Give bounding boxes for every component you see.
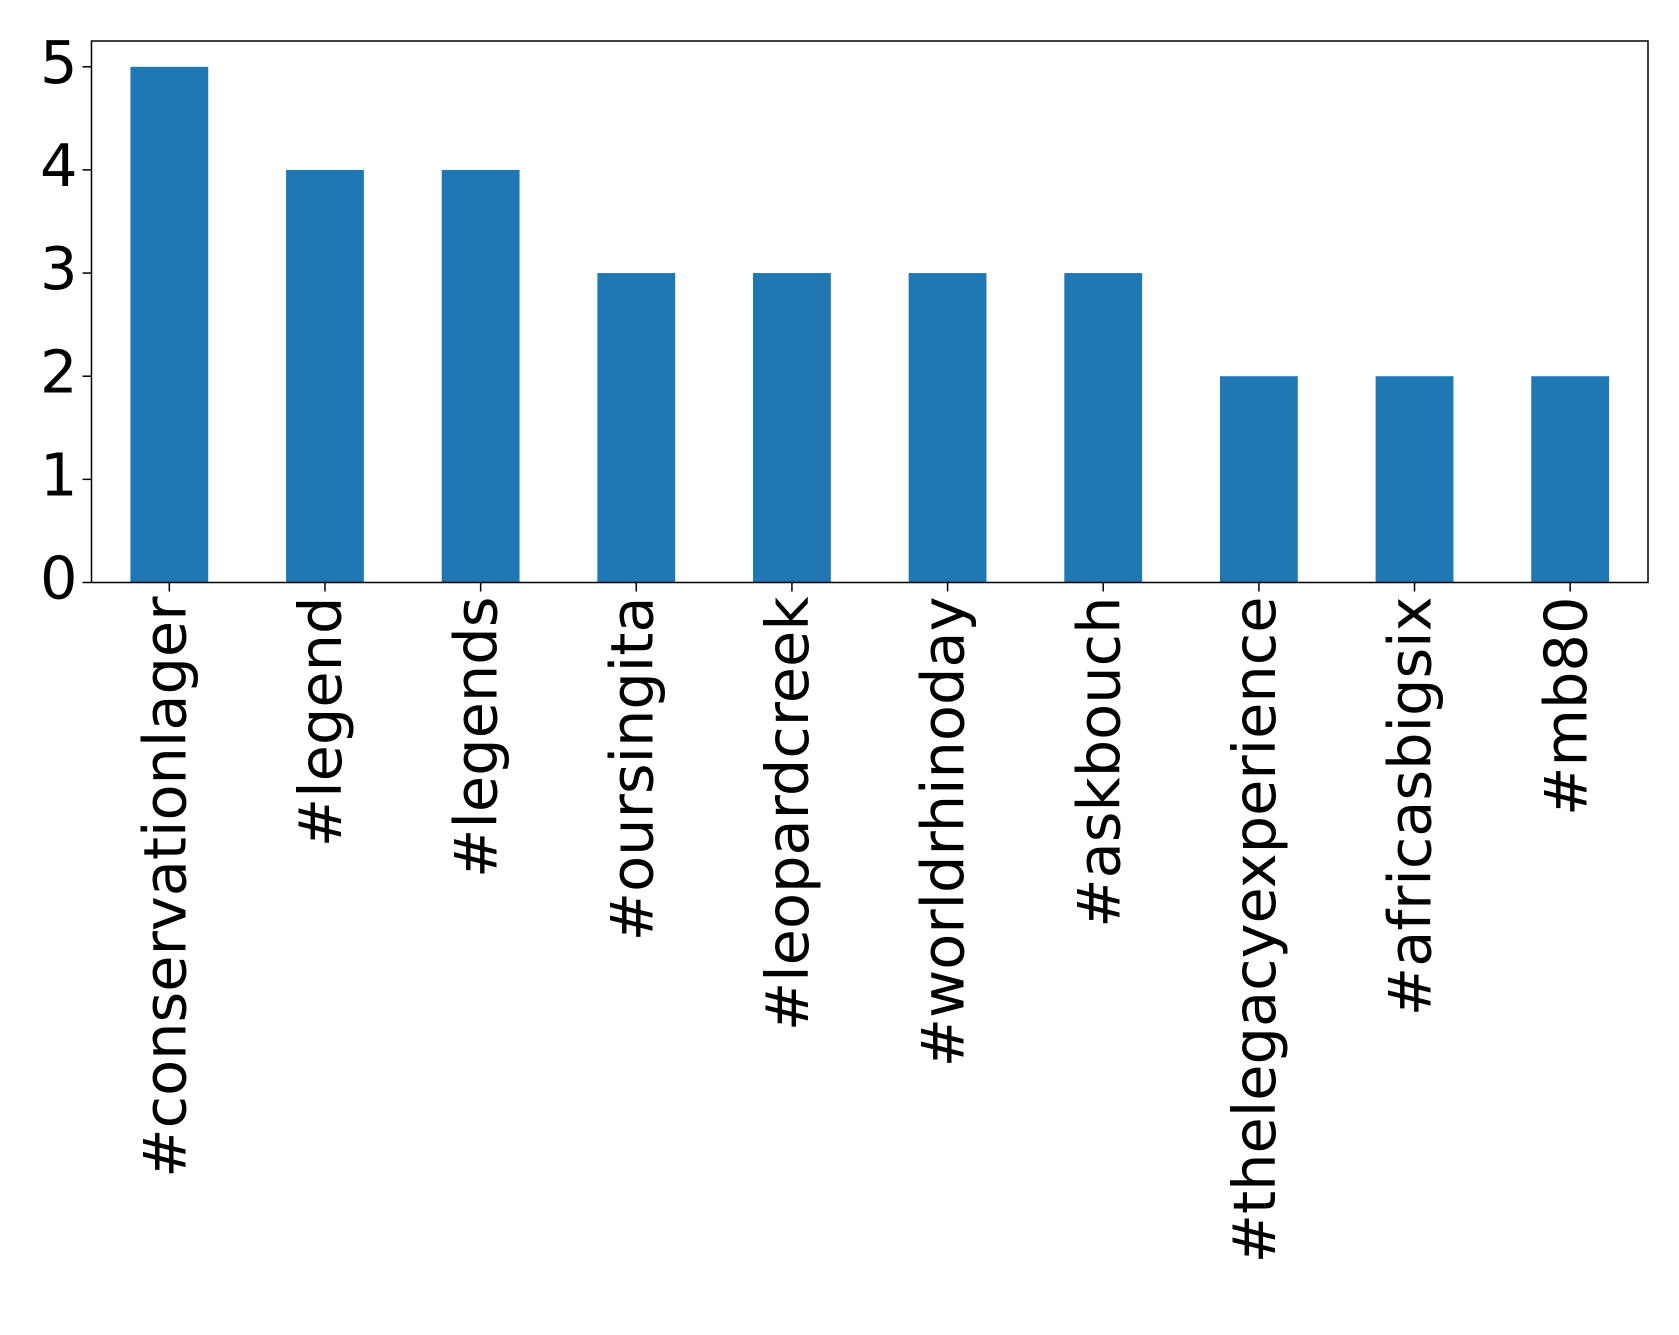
x-tick-label: #legend [286, 597, 355, 848]
x-tick-label: #oursingita [597, 597, 666, 942]
y-tick-label: 2 [40, 337, 78, 406]
x-tick-label: #leopardcreek [753, 597, 822, 1032]
x-tick-label: #legends [442, 597, 511, 878]
x-tick-label: #worldrhinoday [909, 596, 978, 1067]
bar [597, 273, 676, 583]
x-tick-label: #askbouch [1064, 597, 1133, 928]
bar [908, 273, 987, 583]
bar [130, 66, 209, 583]
x-tick-label: #africasbigsix [1376, 597, 1445, 1017]
y-tick-label: 3 [40, 234, 78, 303]
bar [1219, 376, 1298, 583]
bar [441, 169, 520, 583]
y-tick-label: 4 [40, 131, 78, 200]
bar [1531, 376, 1610, 583]
bar [753, 273, 831, 583]
bar [1064, 273, 1143, 583]
x-tick-label: #thelegacyexperience [1220, 597, 1289, 1264]
y-tick-label: 0 [40, 544, 78, 613]
bar [286, 169, 364, 583]
y-tick-label: 1 [40, 440, 78, 509]
plot-frame [90, 40, 1649, 584]
x-tick-label: #conservationlager [130, 596, 199, 1178]
y-tick-label: 5 [40, 28, 78, 97]
bar [1375, 376, 1454, 583]
x-tick-label: #mb80 [1531, 597, 1600, 816]
